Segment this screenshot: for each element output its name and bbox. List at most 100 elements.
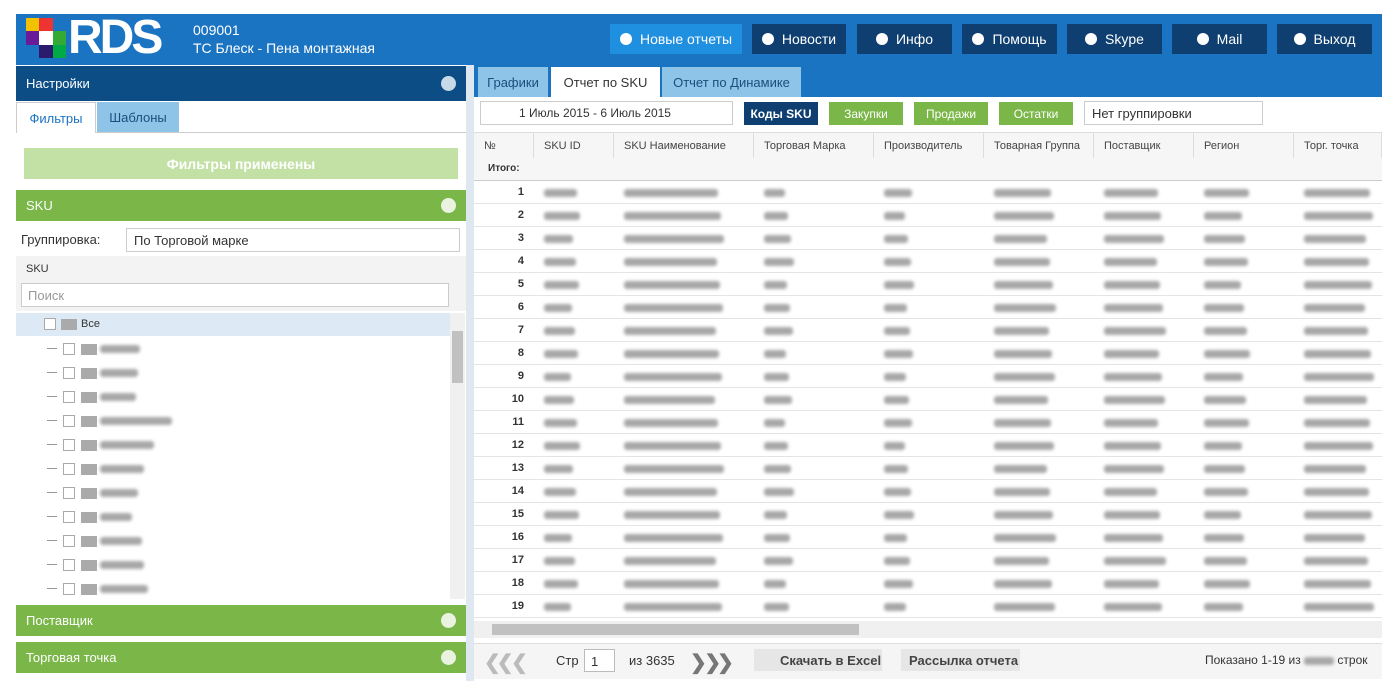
cell <box>884 488 911 496</box>
checkbox[interactable] <box>63 583 75 595</box>
nav-button[interactable]: Помощь <box>962 24 1057 54</box>
cell <box>544 189 577 197</box>
row-number: 10 <box>511 393 524 405</box>
table-row[interactable] <box>474 480 1382 503</box>
checkbox[interactable] <box>63 463 75 475</box>
cell <box>1204 534 1244 542</box>
cell <box>1304 511 1372 519</box>
table-row[interactable] <box>474 595 1382 618</box>
table-row[interactable] <box>474 319 1382 342</box>
table-row[interactable] <box>474 227 1382 250</box>
checkbox[interactable] <box>63 415 75 427</box>
table-row[interactable] <box>474 549 1382 572</box>
table-row[interactable] <box>474 434 1382 457</box>
table-row[interactable] <box>474 526 1382 549</box>
section-bar[interactable]: Торговая точка <box>16 642 466 673</box>
table-row[interactable] <box>474 503 1382 526</box>
folder <box>81 416 97 427</box>
cell <box>884 281 914 289</box>
nav-button[interactable]: Новости <box>752 24 846 54</box>
cell <box>1104 511 1160 519</box>
table-row[interactable] <box>474 411 1382 434</box>
icon <box>619 33 632 45</box>
cell <box>544 603 571 611</box>
checkbox[interactable] <box>63 511 75 523</box>
cell <box>1304 189 1370 197</box>
cell <box>764 511 787 519</box>
cell <box>544 534 572 542</box>
date-field[interactable]: 1 Июль 2015 - 6 Июль 2015 <box>480 101 733 125</box>
button[interactable]: Закупки <box>829 102 903 125</box>
cell <box>884 304 907 312</box>
button[interactable]: Остатки <box>999 102 1073 125</box>
checkbox[interactable] <box>63 439 75 451</box>
cell <box>764 373 789 381</box>
table-row[interactable] <box>474 365 1382 388</box>
table-row[interactable] <box>474 250 1382 273</box>
cell <box>1304 235 1366 243</box>
mailing-button[interactable]: Рассылка отчета <box>901 649 1020 671</box>
tree-item <box>100 537 142 545</box>
cell <box>1104 189 1158 197</box>
table-row[interactable] <box>474 457 1382 480</box>
tab[interactable]: Графики <box>478 67 548 97</box>
table-row[interactable] <box>474 388 1382 411</box>
cell <box>884 212 905 220</box>
checkbox[interactable] <box>63 487 75 499</box>
table-row[interactable] <box>474 273 1382 296</box>
cell <box>1104 258 1157 266</box>
tab[interactable]: Шаблоны <box>97 102 179 132</box>
nav-button[interactable]: Mail <box>1172 24 1267 54</box>
row-number: 13 <box>511 462 524 474</box>
table-row[interactable] <box>474 181 1382 204</box>
checkbox[interactable] <box>63 343 75 355</box>
button[interactable]: Продажи <box>914 102 988 125</box>
cell <box>624 373 722 381</box>
tree-line <box>47 468 57 469</box>
cell <box>624 534 723 542</box>
cell <box>544 442 580 450</box>
section-bar[interactable]: Поставщик <box>16 605 466 636</box>
cell <box>544 580 578 588</box>
h-scrollbar[interactable] <box>474 621 1382 638</box>
nav-button[interactable]: Выход <box>1277 24 1372 54</box>
cell <box>1204 465 1245 473</box>
excel-button[interactable]: Скачать в Excel <box>754 649 882 671</box>
cell <box>624 580 719 588</box>
tree-line <box>47 588 57 589</box>
scrollbar[interactable] <box>450 313 465 599</box>
checkbox[interactable] <box>63 367 75 379</box>
checkbox[interactable] <box>63 559 75 571</box>
search[interactable]: Поиск <box>21 283 449 307</box>
tab[interactable]: Фильтры <box>16 102 96 133</box>
cell <box>624 350 719 358</box>
cell <box>764 212 788 220</box>
nav-label: Новые отчеты <box>639 31 733 47</box>
checkbox[interactable] <box>63 535 75 547</box>
select[interactable]: Нет группировки <box>1084 101 1263 125</box>
table-row[interactable] <box>474 296 1382 319</box>
section-bar[interactable]: SKU <box>16 190 466 221</box>
button[interactable]: Коды SKU <box>744 102 818 125</box>
apply-button[interactable]: Фильтры применены <box>24 148 458 179</box>
table-row[interactable] <box>474 204 1382 227</box>
splitter[interactable] <box>466 65 474 681</box>
select[interactable]: По Торговой марке <box>126 228 460 252</box>
table-row[interactable] <box>474 342 1382 365</box>
nav-button[interactable]: Инфо <box>857 24 952 54</box>
page-input[interactable]: 1 <box>584 649 615 672</box>
folder <box>81 560 97 571</box>
nav-label: Помощь <box>992 31 1047 47</box>
table-row[interactable] <box>474 572 1382 595</box>
checkbox[interactable] <box>63 391 75 403</box>
cell <box>764 603 789 611</box>
cell <box>1204 235 1245 243</box>
nav-button[interactable]: Новые отчеты <box>610 24 742 54</box>
tree-line <box>47 492 57 493</box>
tab[interactable]: Отчет по SKU <box>551 67 660 98</box>
tab[interactable]: Отчет по Динамике <box>662 67 801 97</box>
nav-button[interactable]: Skype <box>1067 24 1162 54</box>
cell <box>764 189 785 197</box>
tree-root: Все <box>81 318 100 330</box>
cell <box>884 603 906 611</box>
